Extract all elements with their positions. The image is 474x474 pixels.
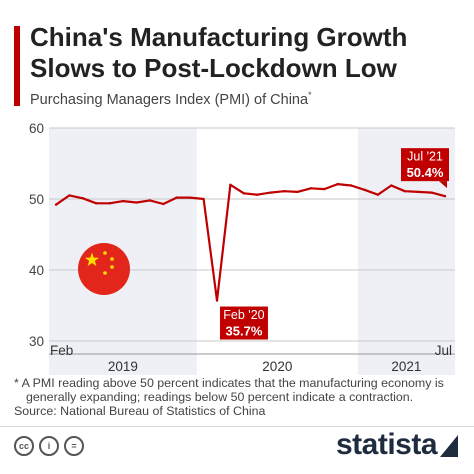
data-point <box>336 182 339 186</box>
year-label-2020: 2020 <box>262 359 292 374</box>
x-tick-label-first: Feb <box>50 343 73 358</box>
data-point <box>242 192 245 195</box>
annotation-value: 50.4% <box>407 165 444 180</box>
data-point <box>148 199 152 202</box>
pmi-data-points <box>54 182 447 302</box>
data-point <box>403 189 406 193</box>
data-point <box>296 190 299 194</box>
statista-mark-icon <box>440 435 458 457</box>
data-point <box>376 193 380 196</box>
data-point <box>95 202 98 205</box>
data-point <box>188 196 192 199</box>
data-point <box>323 187 326 191</box>
data-point <box>68 194 71 197</box>
data-point <box>108 202 111 205</box>
x-tick-label-last: Jul <box>435 343 452 358</box>
data-point <box>81 197 85 200</box>
y-tick-label: 60 <box>29 121 44 136</box>
footnote-line-2: generally expanding; readings below 50 p… <box>26 390 414 404</box>
data-point <box>390 184 393 187</box>
source-line: Source: National Bureau of Statistics of… <box>14 404 266 418</box>
y-tick-label: 30 <box>29 334 44 349</box>
year-label-2021: 2021 <box>391 359 421 374</box>
data-point <box>175 196 178 199</box>
annotation-value: 35.7% <box>226 324 263 339</box>
data-point <box>416 190 420 194</box>
annotation-label: Jul '21 <box>407 150 443 164</box>
info-icon[interactable]: i <box>39 436 59 456</box>
data-point <box>121 199 125 203</box>
annotation-2020-02: Feb '20 35.7% <box>219 306 268 340</box>
y-axis-ticks: 30 40 50 60 <box>29 121 44 349</box>
data-point <box>309 187 313 190</box>
data-point <box>162 202 165 206</box>
cc-icon[interactable]: cc <box>14 436 34 456</box>
footnote-line-1: * A PMI reading above 50 percent indicat… <box>14 376 444 390</box>
subtitle-text: Purchasing Managers Index (PMI) of China <box>30 91 309 108</box>
footer-divider <box>0 426 474 427</box>
data-point <box>256 193 259 196</box>
data-point <box>363 188 366 191</box>
data-point <box>54 203 58 206</box>
data-point <box>215 299 219 302</box>
data-point <box>269 191 272 194</box>
y-tick-label: 40 <box>29 263 44 278</box>
year-label-2019: 2019 <box>108 359 138 374</box>
annotation-label: Feb '20 <box>223 308 264 322</box>
china-flag-icon <box>78 243 130 295</box>
license-icons: cc i = <box>14 436 84 456</box>
data-point <box>282 189 286 193</box>
data-point <box>135 201 138 204</box>
brand-logo[interactable]: statista <box>336 428 438 461</box>
gridlines <box>49 127 455 355</box>
equals-icon[interactable]: = <box>64 436 84 456</box>
data-point <box>443 194 447 198</box>
title-accent-bar <box>14 26 20 106</box>
data-point <box>229 183 232 186</box>
data-point <box>430 191 433 194</box>
chart-title: China's Manufacturing Growth Slows to Po… <box>30 22 408 83</box>
y-tick-label: 50 <box>29 192 44 207</box>
subtitle-footnote-mark: * <box>308 90 312 100</box>
pmi-series-line <box>55 183 446 302</box>
x-axis-labels: Feb Jul 2019 2020 2021 <box>50 343 452 374</box>
data-point <box>202 197 205 201</box>
data-point <box>349 184 353 187</box>
chart-subtitle: Purchasing Managers Index (PMI) of China… <box>30 90 312 108</box>
footnote: * A PMI reading above 50 percent indicat… <box>14 376 464 418</box>
